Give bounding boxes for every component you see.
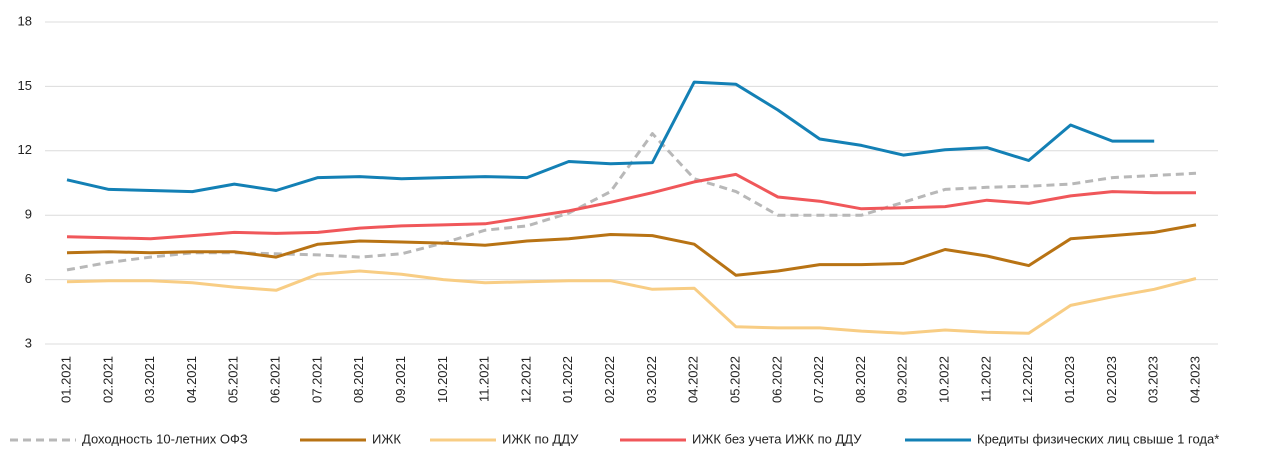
series-line (66, 172, 1196, 241)
y-tick-label: 6 (25, 271, 32, 286)
x-tick-label: 11.2021 (477, 356, 492, 402)
series-line (66, 80, 1155, 194)
x-tick-label: 08.2022 (853, 356, 868, 403)
legend-label: ИЖК без учета ИЖК по ДДУ (692, 431, 862, 446)
x-tick-label: 06.2021 (268, 356, 283, 403)
y-tick-label: 15 (18, 78, 32, 93)
x-tick-label: 11.2022 (978, 356, 993, 402)
x-tick-label: 03.2022 (644, 356, 659, 403)
series-line (66, 223, 1197, 277)
x-tick-label: 04.2022 (686, 356, 701, 403)
x-tick-label: 01.2022 (560, 356, 575, 403)
x-tick-label: 12.2021 (518, 356, 533, 403)
x-tick-label: 10.2022 (937, 356, 952, 403)
y-tick-label: 9 (25, 207, 32, 222)
x-tick-label: 04.2021 (184, 356, 199, 403)
x-tick-label: 03.2023 (1146, 356, 1161, 403)
x-tick-label: 02.2023 (1104, 356, 1119, 403)
x-tick-label: 07.2022 (811, 356, 826, 403)
legend-label: ИЖК по ДДУ (502, 431, 579, 446)
legend-label: ИЖК (372, 431, 401, 446)
x-tick-label: 05.2021 (226, 356, 241, 403)
x-tick-label: 01.2023 (1062, 356, 1077, 403)
series-line (66, 269, 1197, 335)
y-tick-label: 3 (25, 335, 32, 350)
x-tick-label: 08.2021 (351, 356, 366, 403)
x-tick-label: 05.2022 (727, 356, 742, 403)
x-tick-label: 09.2022 (895, 356, 910, 403)
x-tick-label: 03.2021 (142, 356, 157, 403)
x-tick-label: 02.2021 (100, 356, 115, 403)
x-tick-label: 06.2022 (769, 356, 784, 403)
x-tick-label: 04.2023 (1187, 356, 1202, 403)
legend-label: Кредиты физических лиц свыше 1 года* (977, 431, 1219, 446)
x-tick-label: 01.2021 (58, 356, 73, 403)
x-tick-label: 07.2021 (309, 356, 324, 403)
legend-label: Доходность 10-летних ОФЗ (82, 431, 248, 446)
y-tick-label: 18 (18, 13, 32, 28)
x-tick-label: 10.2021 (435, 356, 450, 403)
y-tick-label: 12 (18, 142, 32, 157)
x-tick-label: 02.2022 (602, 356, 617, 403)
x-tick-label: 12.2022 (1020, 356, 1035, 403)
x-tick-label: 09.2021 (393, 356, 408, 403)
